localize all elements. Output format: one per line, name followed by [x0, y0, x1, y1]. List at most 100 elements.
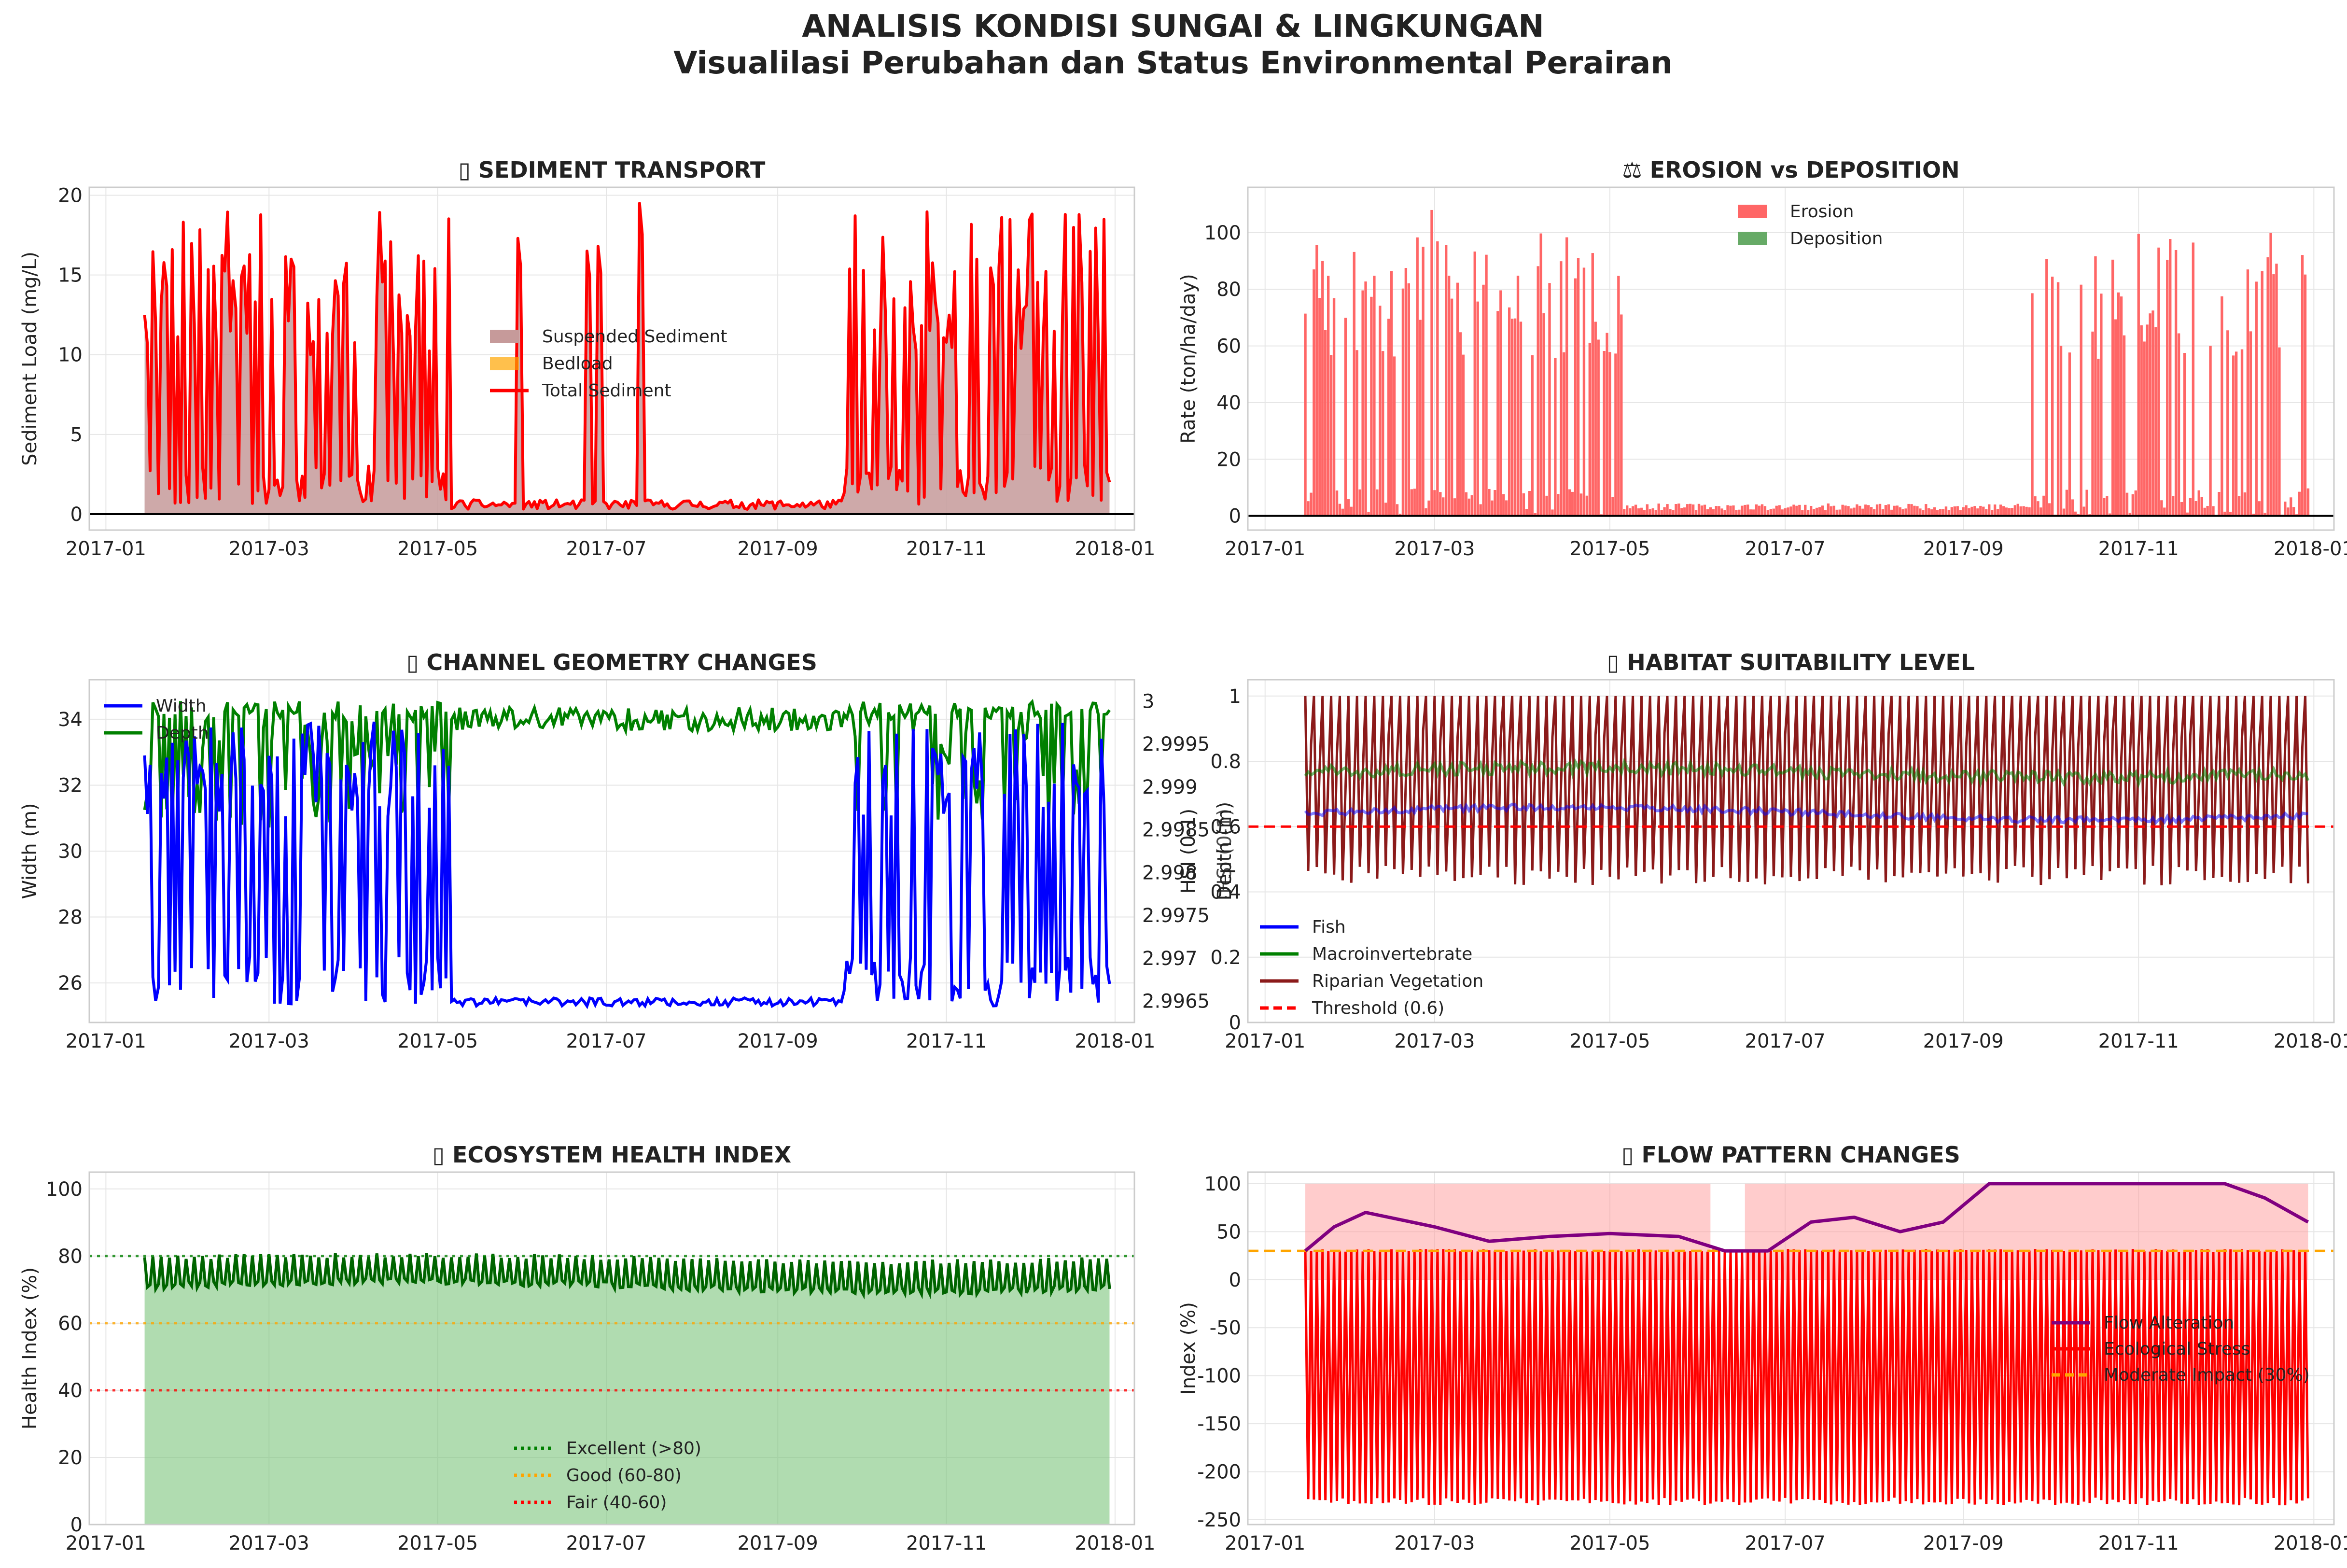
erosion-bar	[1379, 306, 1382, 516]
x-tick-label: 2017-03	[229, 1030, 309, 1052]
x-tick-label: 2017-07	[566, 1532, 646, 1554]
x-tick-label: 2017-09	[1923, 1030, 2004, 1052]
erosion-bar	[1494, 490, 1496, 516]
x-tick-label: 2018-01	[1075, 1030, 1155, 1052]
erosion-bar	[2223, 511, 2226, 516]
erosion-bar	[1922, 510, 1925, 516]
erosion-bar	[1694, 510, 1698, 516]
legend-label: Fair (40-60)	[566, 1493, 667, 1512]
x-tick-label: 2017-07	[1745, 538, 1826, 560]
x-tick-label: 2017-09	[738, 1532, 818, 1554]
erosion-bar	[1425, 508, 1427, 516]
erosion-bar	[1459, 332, 1462, 516]
x-tick-label: 2017-11	[906, 1030, 987, 1052]
erosion-bar	[1723, 510, 1726, 516]
erosion-bar	[1433, 490, 1436, 516]
erosion-bar	[1939, 509, 1942, 516]
x-tick-label: 2017-05	[397, 538, 478, 560]
erosion-bar	[2183, 353, 2186, 516]
erosion-bar	[2045, 259, 2048, 516]
erosion-bar	[1835, 509, 1838, 516]
erosion-bar	[1913, 505, 1916, 516]
erosion-bar	[1545, 495, 1548, 516]
erosion-bar	[2237, 496, 2241, 516]
erosion-bar	[1672, 510, 1675, 516]
x-tick-label: 2017-11	[2098, 1030, 2179, 1052]
erosion-bar	[2094, 256, 2097, 516]
legend: Fish Macroinvertebrate Riparian Vegetation…	[1260, 917, 1483, 1018]
erosion-bar	[1355, 350, 1358, 516]
erosion-bar	[2091, 331, 2094, 516]
erosion-bar	[1367, 512, 1370, 516]
legend: Width Depth	[104, 696, 209, 743]
erosion-bar	[1657, 504, 1660, 516]
erosion-bar	[1606, 333, 1608, 516]
grid	[1248, 680, 2334, 1023]
erosion-bar	[1884, 505, 1887, 516]
erosion-bar	[1827, 503, 1830, 516]
erosion-bar	[1465, 492, 1468, 516]
y-axis-label: Rate (ton/ha/day)	[1177, 274, 1200, 444]
plot-area	[89, 1253, 1134, 1525]
erosion-bar	[1631, 506, 1635, 516]
erosion-bar	[1522, 493, 1525, 516]
erosion-bar	[1634, 504, 1637, 516]
erosion-bar	[2304, 274, 2307, 516]
y-axis-label: HSI (0-1)	[1177, 809, 1200, 894]
y-tick-label: 60	[58, 1313, 83, 1335]
erosion-bar	[1419, 320, 1422, 516]
erosion-bar	[1390, 271, 1393, 516]
x-tick-label: 2017-09	[1923, 538, 2004, 560]
y-tick-label: 30	[58, 840, 83, 863]
plot-frame	[88, 186, 1135, 531]
x-tick-label: 2017-07	[1745, 1532, 1826, 1554]
erosion-bar	[1470, 495, 1473, 516]
erosion-bar	[1563, 352, 1565, 516]
erosion-bar	[2022, 506, 2025, 516]
legend-label: Depth	[156, 723, 209, 743]
erosion-bar	[1850, 508, 1853, 516]
x-tick-label: 2017-03	[1394, 538, 1475, 560]
fish-line	[1304, 802, 2308, 826]
erosion-bar	[1307, 501, 1310, 516]
y-tick-label: 0	[1229, 1012, 1241, 1034]
erosion-bar	[2235, 351, 2238, 516]
erosion-bar	[1387, 319, 1390, 516]
y-tick-label: 1	[1229, 686, 1241, 708]
x-tick-label: 2017-03	[229, 538, 309, 560]
erosion-bar	[2246, 269, 2249, 516]
erosion-bar	[1525, 509, 1528, 516]
y-tick-label: 80	[58, 1246, 83, 1268]
erosion-bar	[1746, 504, 1749, 516]
erosion-bar	[2062, 508, 2066, 516]
right-y-tick-label: 2.9995	[1142, 733, 1210, 756]
x-tick-label: 2017-11	[2098, 1532, 2179, 1554]
erosion-bar	[1646, 504, 1649, 516]
figure-title-line2: Visualilasi Perubahan dan Status Environ…	[673, 45, 1673, 81]
erosion-bar	[1370, 296, 1373, 516]
erosion-bar	[1350, 506, 1353, 516]
erosion-bar	[1847, 506, 1850, 516]
erosion-bar	[1965, 505, 1968, 516]
chart-title: ▯ FLOW PATTERN CHANGES	[1621, 1142, 1960, 1168]
legend-label: Moderate Impact (30%)	[2104, 1365, 2310, 1385]
erosion-bar	[1594, 322, 1597, 516]
erosion-bar	[2229, 511, 2232, 516]
legend-swatch	[490, 357, 519, 370]
erosion-bar	[1462, 354, 1465, 516]
erosion-bar	[2149, 313, 2151, 516]
legend-label: Suspended Sediment	[542, 327, 727, 347]
erosion-bar	[1947, 510, 1951, 516]
erosion-bar	[1620, 314, 1623, 516]
erosion-bar	[2249, 331, 2252, 516]
total-sediment-line	[143, 202, 1111, 511]
erosion-bar	[2177, 333, 2180, 516]
x-tick-label: 2017-05	[397, 1030, 478, 1052]
x-tick-label: 2017-01	[66, 1532, 146, 1554]
erosion-bar	[1479, 504, 1482, 516]
erosion-bar	[2255, 281, 2258, 516]
x-tick-label: 2017-01	[1225, 1030, 1305, 1052]
plot-frame	[1247, 679, 2335, 1023]
erosion-bar	[2218, 492, 2221, 516]
erosion-bar	[1962, 507, 1965, 516]
